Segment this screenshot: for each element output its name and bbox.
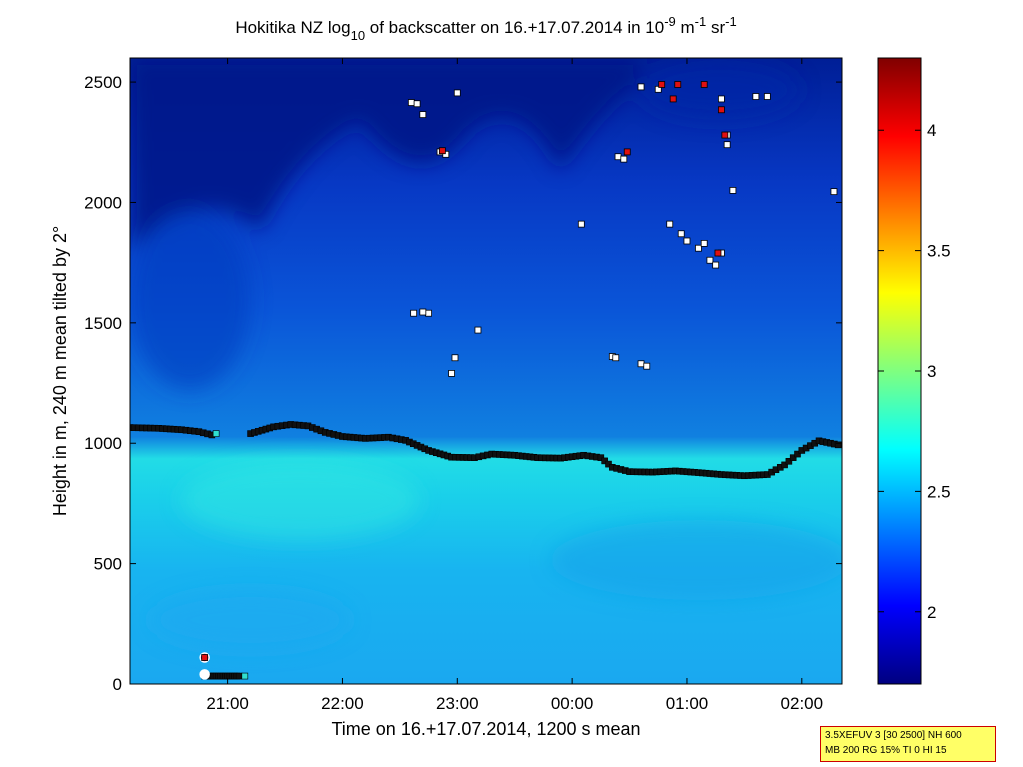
colorbar-tick-label: 3 — [927, 362, 936, 381]
y-tick-label: 1500 — [84, 314, 122, 333]
x-axis-label: Time on 16.+17.07.2014, 1200 s mean — [331, 719, 640, 739]
surface-layer-point — [235, 672, 243, 680]
scatter-red-point — [674, 81, 682, 88]
scatter-red-point — [438, 147, 446, 155]
scatter-white-point — [700, 239, 708, 247]
surface-layer-point — [241, 672, 249, 680]
scatter-white-point — [666, 220, 674, 228]
colorbar-ticks: 2 2.5 3 3.5 4 — [878, 121, 951, 622]
x-tick-label: 01:00 — [666, 694, 709, 713]
scatter-white-point — [763, 93, 771, 100]
x-tick-label: 02:00 — [781, 694, 824, 713]
info-line-1: 3.5XEFUV 3 [30 2500] NH 600 — [825, 730, 962, 741]
scatter-white-point — [683, 237, 691, 245]
x-tick-label: 00:00 — [551, 694, 594, 713]
scatter-white-point — [453, 89, 461, 97]
scatter-white-point — [718, 95, 725, 103]
scatter-white-point — [419, 308, 427, 316]
scatter-white-point — [442, 150, 450, 158]
scatter-white-point — [474, 326, 482, 334]
scatter-white-point — [830, 188, 838, 196]
colorbar-tick-label: 2.5 — [927, 482, 951, 501]
scatter-white-point — [712, 261, 720, 269]
scatter-red-point — [658, 81, 666, 88]
heatmap-texture — [130, 58, 842, 650]
scatter-white-point — [706, 256, 714, 264]
x-tick-label: 22:00 — [321, 694, 364, 713]
cloud-layer-point — [794, 450, 801, 458]
plot-axes: 21:00 22:00 23:00 00:00 01:00 02:00 0 500 1000 15… — [84, 58, 842, 713]
scatter-red-point — [201, 654, 209, 661]
colorbar — [877, 57, 922, 685]
cloud-layer-point — [834, 441, 842, 449]
scatter-white-point — [620, 155, 628, 163]
cloud-layer-point — [781, 461, 788, 469]
scatter-red-point — [623, 148, 631, 156]
scatter-white-point — [577, 220, 585, 228]
scatter-white-point — [425, 309, 432, 317]
scatter-red-point — [700, 81, 708, 88]
scatter-white-point — [637, 360, 645, 368]
x-tick-label: 21:00 — [206, 694, 249, 713]
y-tick-label: 2000 — [84, 193, 122, 212]
scatter-white-point — [729, 187, 737, 194]
scatter-white-point — [695, 244, 702, 252]
x-tick-label: 23:00 — [436, 694, 479, 713]
y-tick-label: 0 — [113, 675, 122, 694]
scatter-red-point — [669, 95, 677, 103]
chart-title: Hokitika NZ log10 of backscatter on 16.+… — [235, 14, 736, 43]
scatter-white-point — [413, 100, 421, 108]
scatter-white-point — [612, 354, 620, 362]
scatter-white-point — [419, 111, 427, 118]
plot-frame — [129, 57, 843, 685]
cloud-layer-point — [785, 457, 793, 465]
scatter-white-point — [410, 309, 418, 317]
colorbar-tick-label: 2 — [927, 603, 936, 622]
settings-info-box: 3.5XEFUV 3 [30 2500] NH 600 MB 200 RG 15… — [820, 726, 996, 762]
scatter-white-point — [752, 93, 760, 100]
scatter-red-point — [721, 131, 729, 139]
scatter-white-point — [637, 83, 645, 91]
scatter-white-point — [643, 362, 651, 370]
y-tick-label: 2500 — [84, 73, 122, 92]
y-tick-label: 500 — [94, 555, 122, 574]
scatter-red-points — [201, 81, 729, 661]
scatter-white-point — [677, 230, 685, 238]
y-tick-label: 1000 — [84, 434, 122, 453]
scatter-white-point — [723, 141, 731, 149]
scatter-white-point — [654, 85, 662, 93]
scatter-white-point — [614, 153, 622, 161]
colorbar-tick-label: 3.5 — [927, 242, 951, 261]
scatter-red-point — [718, 106, 725, 114]
cloud-base-layer — [130, 421, 842, 480]
info-line-2: MB 200 RG 15% TI 0 HI 15 — [825, 745, 947, 756]
scatter-red-point — [714, 249, 722, 257]
colorbar-tick-label: 4 — [927, 121, 936, 140]
scatter-white-point — [451, 354, 459, 362]
y-axis-label: Height in m, 240 m mean tilted by 2° — [50, 226, 70, 516]
cloud-layer-point — [212, 430, 220, 437]
cloud-layer-point — [789, 454, 797, 461]
scatter-white-point — [448, 370, 455, 377]
surface-marker — [199, 669, 210, 680]
scatter-white-point — [407, 99, 415, 106]
